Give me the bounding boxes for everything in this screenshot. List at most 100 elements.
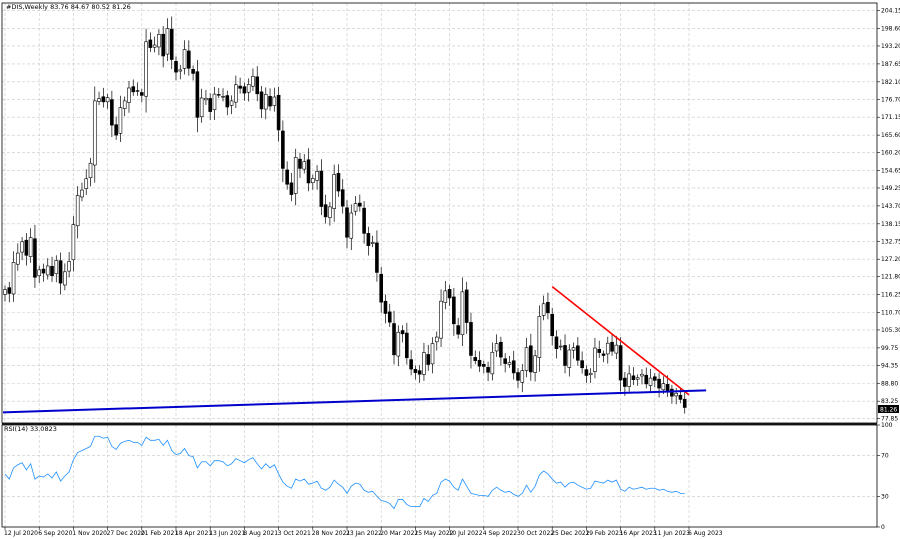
candle-body [499, 341, 503, 358]
candle [131, 79, 136, 96]
candle [362, 201, 366, 244]
candle [640, 369, 644, 385]
candle-body [306, 159, 311, 184]
candle-body [242, 86, 247, 94]
candle-body [503, 358, 507, 364]
candle-body [41, 268, 46, 274]
candle [114, 116, 118, 140]
rsi-line [4, 435, 685, 510]
candle-body [37, 269, 42, 276]
time-tick-label: 12 Jul 2020 [4, 530, 38, 537]
candle-body [148, 39, 153, 48]
candle [588, 368, 593, 384]
candle-body [152, 44, 157, 48]
candle-body [627, 373, 631, 387]
rsi-grid [2, 425, 877, 527]
price-tick-label: 110.70 [881, 310, 900, 317]
candle-body [379, 273, 384, 303]
candle-body [122, 100, 127, 109]
candle [92, 86, 97, 183]
candle-body [345, 207, 349, 238]
candle-body [516, 372, 520, 381]
candle [529, 333, 533, 381]
candle [285, 161, 289, 190]
candle [648, 368, 653, 392]
candle [366, 226, 371, 256]
candle [332, 164, 336, 222]
candle-body [50, 265, 54, 276]
candle-body [610, 341, 614, 352]
candle-body [546, 302, 550, 314]
candle [208, 93, 212, 120]
candle [255, 66, 260, 102]
candle-body [144, 41, 148, 97]
price-grid [2, 3, 877, 423]
candle [499, 336, 503, 366]
candle-body [370, 242, 375, 245]
candle [336, 164, 341, 197]
price-candles [3, 16, 687, 414]
candle [195, 60, 200, 133]
candle-body [169, 28, 174, 60]
time-tick-label: 15 May 2022 [414, 530, 453, 537]
candle [225, 90, 230, 116]
candle-body [387, 311, 392, 323]
candle [97, 91, 101, 106]
candle-body [204, 98, 208, 101]
candle-body [140, 92, 144, 96]
candle-body [105, 97, 110, 103]
candle [20, 236, 24, 261]
price-tick-label: 165.60 [881, 132, 900, 139]
candle [41, 263, 46, 282]
candle-body [199, 97, 204, 118]
candle [63, 263, 67, 291]
candle-body [118, 107, 123, 134]
candle-body [174, 60, 178, 73]
candle [623, 372, 627, 396]
candle [191, 65, 195, 81]
candle [567, 344, 572, 377]
candle-body [63, 271, 67, 286]
candle-body [71, 224, 76, 261]
candle [118, 95, 123, 143]
candle [229, 95, 234, 115]
candle-body [439, 300, 443, 339]
candle [276, 86, 281, 142]
candle-body [456, 325, 460, 335]
time-tick-label: 28 Nov 2021 [312, 530, 351, 537]
candle-body [464, 289, 469, 323]
candle [520, 364, 525, 393]
candle [452, 288, 456, 336]
candle-body [550, 313, 555, 337]
candle-body [323, 204, 328, 218]
candle-body [276, 94, 281, 131]
candle-body [238, 85, 242, 89]
candle [144, 28, 148, 113]
candle [268, 88, 272, 111]
candle [358, 194, 362, 212]
candle [503, 353, 507, 373]
candle [71, 216, 76, 272]
candle [161, 26, 165, 68]
last-price-label: 81.26 [880, 407, 897, 414]
candle-body [225, 95, 230, 108]
price-tick-label: 187.65 [881, 61, 900, 68]
candle [405, 322, 409, 365]
candle-body [281, 130, 285, 169]
candle [328, 202, 332, 226]
candle-body [16, 252, 20, 265]
time-tick-label: 18 Apr 2021 [175, 530, 212, 537]
candle-body [396, 331, 401, 357]
candle-body [362, 207, 366, 234]
time-tick-label: 21 Feb 2021 [141, 530, 179, 537]
candle-body [460, 291, 465, 336]
candle [58, 252, 63, 295]
candle-body [601, 353, 606, 356]
candle-body [336, 173, 341, 192]
candle-body [593, 347, 597, 372]
candle-body [422, 352, 426, 375]
candle [101, 87, 106, 108]
chart-header: #DIS,Weekly 83.76 84.67 80.52 81.26 [6, 3, 131, 11]
price-tick-label: 176.70 [881, 96, 900, 103]
